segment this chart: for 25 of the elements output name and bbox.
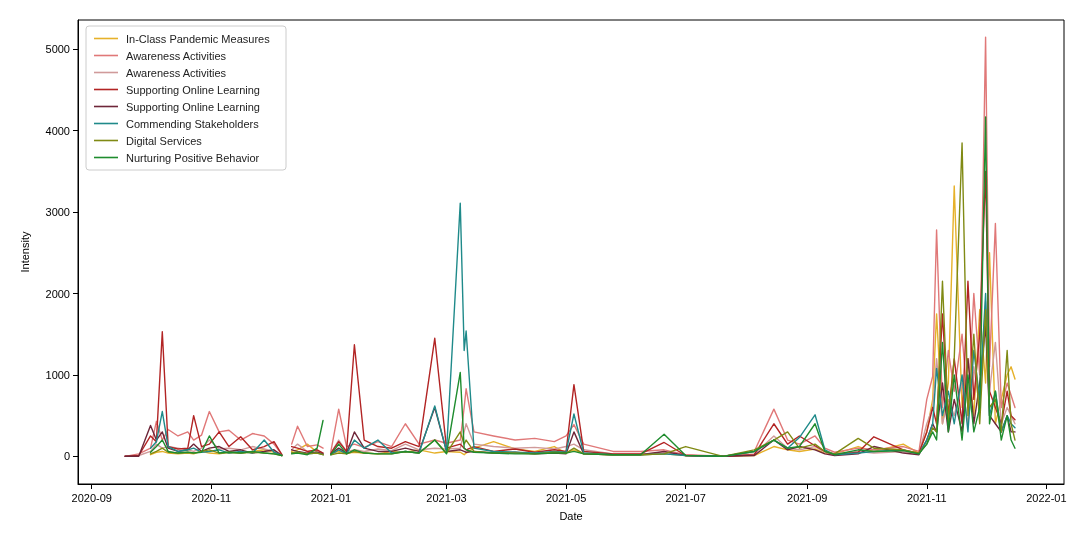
x-tick-label: 2022-01 xyxy=(1026,491,1067,504)
y-tick-label: 0 xyxy=(63,450,70,463)
x-axis-title: Date xyxy=(559,509,583,522)
x-tick-label: 2021-03 xyxy=(426,491,467,504)
legend-label: Supporting Online Learning xyxy=(126,83,260,96)
legend-label: Nurturing Positive Behavior xyxy=(126,151,260,164)
x-tick-label: 2021-09 xyxy=(787,491,828,504)
y-tick-label: 5000 xyxy=(45,43,70,56)
y-tick-label: 2000 xyxy=(45,287,70,300)
legend-label: Awareness Activities xyxy=(126,66,227,79)
legend-label: In-Class Pandemic Measures xyxy=(126,32,271,45)
y-tick-label: 1000 xyxy=(45,368,70,381)
legend-label: Awareness Activities xyxy=(126,49,227,62)
x-tick-label: 2021-11 xyxy=(907,491,947,504)
x-tick-label: 2021-05 xyxy=(545,491,587,504)
y-tick-label: 4000 xyxy=(45,124,70,137)
x-tick-label: 2021-01 xyxy=(310,491,352,504)
x-tick-label: 2020-11 xyxy=(191,491,232,504)
legend-label: Commending Stakeholders xyxy=(126,117,260,130)
x-tick-label: 2020-09 xyxy=(71,491,112,504)
y-tick-label: 3000 xyxy=(45,206,70,219)
legend-label: Supporting Online Learning xyxy=(126,100,260,113)
y-axis-title: Intensity xyxy=(18,231,31,273)
x-tick-label: 2021-07 xyxy=(665,491,706,504)
legend-label: Digital Services xyxy=(126,134,203,147)
